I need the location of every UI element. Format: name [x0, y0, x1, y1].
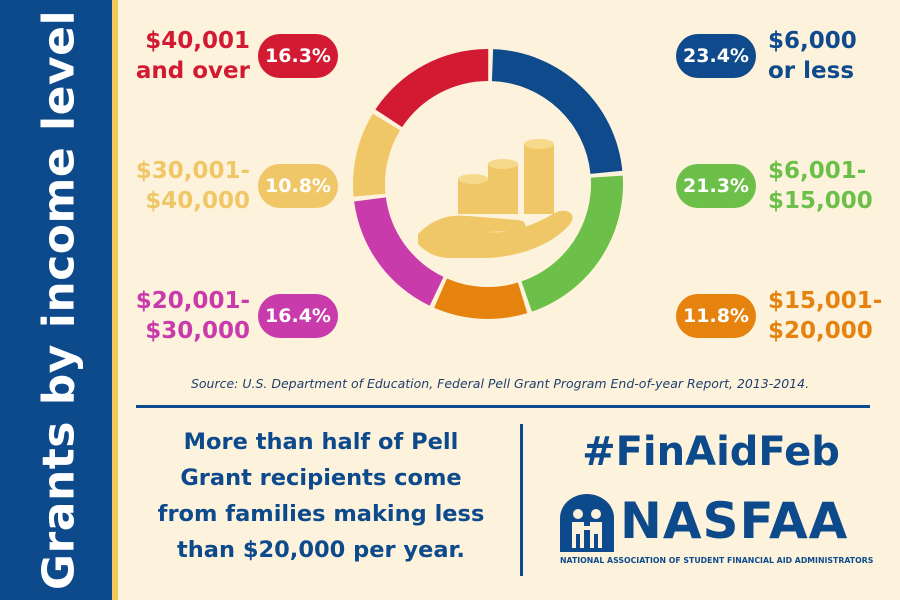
category-label-line: $40,000: [145, 188, 250, 214]
donut-slice: [354, 197, 444, 306]
summary-line: from families making less: [157, 501, 485, 527]
vertical-divider: [520, 424, 523, 576]
category-label: $15,001- $20,000: [768, 286, 882, 346]
donut-slice: [375, 49, 489, 128]
category-label: $40,001 and over: [136, 26, 250, 86]
summary-line: More than half of Pell: [183, 429, 459, 455]
value-pill: 11.8%: [676, 294, 756, 338]
category-label-line: $15,000: [768, 188, 873, 214]
category-label: $6,000 or less: [768, 26, 857, 86]
category-label-line: $40,001: [145, 28, 250, 54]
donut-slice: [521, 175, 623, 312]
nasfaa-figures-icon: [560, 494, 614, 552]
donut-slice: [491, 49, 623, 174]
category-label-line: $6,001-: [768, 158, 867, 184]
category-label-line: $30,001-: [135, 158, 250, 184]
donut-slice: [353, 113, 401, 197]
donut-chart: [353, 49, 623, 319]
donut-slices: [353, 49, 623, 319]
category-label: $20,001- $30,000: [136, 286, 250, 346]
category-label: $30,001- $40,000: [136, 156, 250, 216]
category-label-line: and over: [135, 58, 250, 84]
logo-subtitle: NATIONAL ASSOCIATION OF STUDENT FINANCIA…: [560, 556, 874, 565]
logo-name: NASFAA: [620, 492, 849, 550]
category-label-line: or less: [768, 58, 855, 84]
donut-slice: [434, 278, 528, 319]
source-note: Source: U.S. Department of Education, Fe…: [190, 376, 810, 391]
summary-text: More than half of Pell Grant recipients …: [138, 424, 504, 568]
value-pill: 21.3%: [676, 164, 756, 208]
category-label-line: $30,000: [145, 318, 250, 344]
value-pill: 10.8%: [258, 164, 338, 208]
value-pill: 16.4%: [258, 294, 338, 338]
value-pill: 23.4%: [676, 34, 756, 78]
category-label-line: $6,000: [768, 28, 857, 54]
value-pill: 16.3%: [258, 34, 338, 78]
sidebar-title: Grants by income level: [33, 9, 85, 591]
hand-holding-coins-icon: [418, 139, 573, 258]
summary-line: than $20,000 per year.: [177, 537, 465, 563]
category-label-line: $15,001-: [768, 288, 883, 314]
hashtag: #FinAidFeb: [582, 429, 840, 475]
category-label-line: $20,000: [768, 318, 873, 344]
category-label: $6,001- $15,000: [768, 156, 873, 216]
category-label-line: $20,001-: [135, 288, 250, 314]
sidebar: Grants by income level: [0, 0, 118, 600]
summary-line: Grant recipients come: [180, 465, 462, 491]
nasfaa-logo: NASFAA NATIONAL ASSOCIATION OF STUDENT F…: [560, 490, 874, 572]
horizontal-divider: [136, 405, 870, 408]
